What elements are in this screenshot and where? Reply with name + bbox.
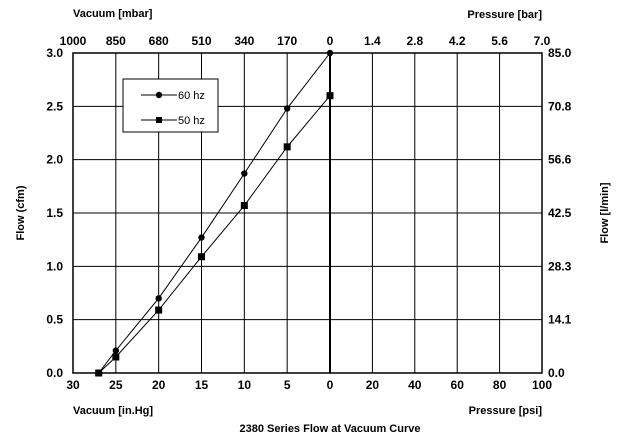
bottom-left-axis-title: Vacuum [in.Hg] (73, 405, 153, 417)
legend-label-50hz: 50 hz (178, 115, 205, 127)
right-tick-label: 28.3 (548, 259, 572, 273)
data-point-50hz (283, 143, 291, 151)
bottom-tick-label: 40 (408, 378, 422, 392)
data-point-60hz (283, 105, 291, 112)
tick-labels: 0.0 0.5 1.0 1.5 2.0 2.5 3.0 0.0 14.1 28.3 42.5 56.6… (46, 34, 571, 392)
bottom-tick-label: 15 (195, 378, 209, 392)
data-point-60hz (241, 170, 248, 177)
top-tick-label: 2.8 (406, 34, 423, 48)
legend-marker-60hz (155, 91, 163, 99)
bottom-tick-label: 20 (152, 378, 166, 392)
top-left-axis-title: Vacuum [mbar] (73, 8, 153, 20)
bottom-tick-label: 80 (493, 378, 507, 392)
left-tick-label: 3.0 (46, 46, 63, 60)
left-axis-title: Flow (cfm) (15, 185, 27, 240)
chart-title: 2380 Series Flow at Vacuum Curve (240, 423, 421, 435)
data-point-60hz (326, 49, 334, 57)
left-tick-label: 0.0 (46, 366, 63, 380)
left-tick-label: 1.0 (46, 259, 63, 273)
top-right-axis-title: Pressure [bar] (467, 9, 542, 21)
bottom-tick-label: 25 (109, 378, 123, 392)
top-tick-label: 1.4 (364, 34, 381, 48)
right-tick-label: 14.1 (548, 313, 572, 327)
data-point-50hz (155, 306, 163, 314)
legend-marker-50hz (156, 117, 162, 123)
data-point-60hz (198, 234, 205, 241)
bottom-tick-label: 20 (366, 378, 380, 392)
right-tick-label: 42.5 (548, 206, 572, 220)
data-point-50hz (198, 253, 205, 261)
data-point-50hz (95, 369, 103, 377)
left-tick-label: 1.5 (46, 206, 63, 220)
top-tick-label: 4.2 (449, 34, 466, 48)
series-line-50hz (98, 95, 331, 374)
bottom-tick-label: 10 (238, 378, 252, 392)
bottom-right-axis-title: Pressure [psi] (469, 405, 543, 417)
legend-box (122, 78, 219, 133)
top-tick-label: 340 (234, 34, 254, 48)
top-tick-label: 170 (277, 34, 297, 48)
legend: 60 hz 50 hz (122, 78, 219, 133)
data-point-60hz (112, 347, 120, 354)
left-tick-label: 2.0 (46, 153, 63, 167)
right-tick-label: 85.0 (548, 46, 572, 60)
top-tick-label: 0 (327, 34, 334, 48)
top-tick-label: 7.0 (534, 34, 551, 48)
bottom-tick-label: 100 (532, 378, 552, 392)
series-layer (95, 49, 334, 377)
top-tick-label: 680 (149, 34, 169, 48)
data-point-50hz (240, 202, 248, 210)
bottom-tick-label: 5 (284, 378, 291, 392)
top-tick-label: 850 (106, 34, 126, 48)
bottom-tick-label: 0 (327, 378, 334, 392)
data-point-50hz (326, 92, 334, 100)
plot-border (72, 52, 543, 374)
legend-label-60hz: 60 hz (178, 90, 205, 102)
right-axis-title: Flow [l/min] (599, 182, 611, 243)
left-tick-label: 2.5 (46, 99, 63, 113)
data-point-60hz (155, 295, 162, 302)
plot-area (72, 52, 543, 374)
right-tick-label: 0.0 (548, 366, 565, 380)
top-tick-label: 1000 (60, 34, 87, 48)
bottom-tick-label: 60 (451, 378, 465, 392)
left-tick-label: 0.5 (46, 313, 63, 327)
top-tick-label: 5.6 (491, 34, 508, 48)
right-tick-label: 70.8 (548, 99, 572, 113)
bottom-tick-label: 30 (66, 378, 80, 392)
top-tick-label: 510 (191, 34, 211, 48)
right-tick-label: 56.6 (548, 153, 572, 167)
data-point-50hz (112, 353, 120, 361)
